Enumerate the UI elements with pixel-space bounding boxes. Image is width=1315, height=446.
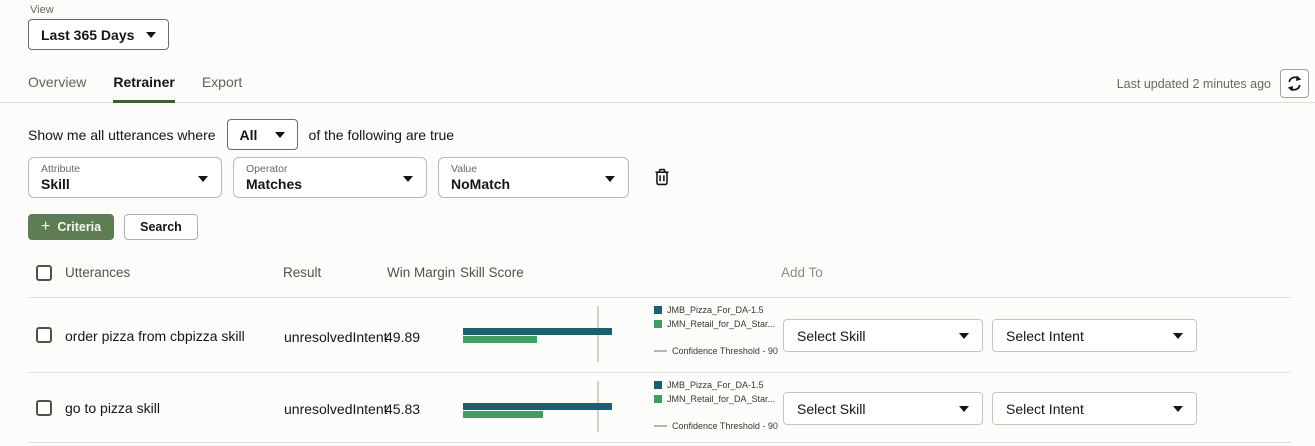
tab-overview[interactable]: Overview [28,74,87,90]
header-result: Result [283,265,322,280]
attribute-value: Skill [41,176,70,192]
skill-score-bar [463,328,612,335]
chevron-down-icon [959,332,969,339]
skill-score-chart: JMB_Pizza_For_DA-1.5 JMN_Retail_for_DA_S… [462,298,782,372]
chevron-down-icon [1173,332,1183,339]
last-updated-text: Last updated 2 minutes ago [1116,77,1271,91]
chart-legend: JMB_Pizza_For_DA-1.5 JMN_Retail_for_DA_S… [654,303,778,358]
utterance-text: go to pizza skill [65,400,160,416]
chevron-down-icon [146,31,156,38]
value-label: Value [451,163,478,175]
select-skill-value: Select Skill [797,327,866,344]
operator-label: Operator [246,163,288,175]
chevron-down-icon [274,131,285,138]
operator-dropdown[interactable]: Operator Matches [233,157,427,198]
search-button[interactable]: Search [124,214,198,240]
filter-prefix-text: Show me all utterances where [28,126,216,143]
select-skill-dropdown[interactable]: Select Skill [783,392,983,425]
match-type-dropdown[interactable]: All [226,119,298,150]
value-dropdown[interactable]: Value NoMatch [438,157,629,198]
skill-score-bar [463,411,543,418]
legend-label: JMN_Retail_for_DA_Star... [667,394,776,404]
tab-retrainer[interactable]: Retrainer [113,74,175,103]
skill-score-bar [463,336,537,343]
legend-swatch-green [654,395,662,403]
value-value: NoMatch [451,176,511,192]
legend-label: Confidence Threshold - 90 [672,346,778,356]
refresh-button[interactable] [1280,69,1309,98]
tab-bar: Overview Retrainer Export Last updated 2… [0,69,1315,103]
result-text: unresolvedIntent [284,329,388,345]
threshold-dash-icon [654,350,667,352]
view-dropdown-value: Last 365 Days [41,26,135,43]
legend-item-threshold: Confidence Threshold - 90 [654,344,778,358]
legend-label: JMB_Pizza_For_DA-1.5 [667,305,764,315]
select-intent-dropdown[interactable]: Select Intent [992,392,1197,425]
legend-item: JMB_Pizza_For_DA-1.5 [654,378,778,392]
legend-label: Confidence Threshold - 90 [672,421,778,431]
trash-icon [652,167,672,187]
select-intent-value: Select Intent [1006,400,1084,417]
legend-item: JMB_Pizza_For_DA-1.5 [654,303,778,317]
attribute-dropdown[interactable]: Attribute Skill [28,157,222,198]
skill-score-bar [463,403,612,410]
header-utterances: Utterances [65,265,131,280]
view-dropdown[interactable]: Last 365 Days [28,19,169,50]
operator-value: Matches [246,176,303,192]
match-type-value: All [239,126,258,143]
plus-icon: + [41,218,51,235]
view-filter-group: View Last 365 Days [28,4,169,50]
refresh-icon [1286,75,1303,92]
legend-item: JMN_Retail_for_DA_Star... [654,392,778,406]
criteria-row: Attribute Skill Operator Matches Value N… [28,157,672,198]
header-add-to: Add To [781,265,823,280]
header-win-margin: Win Margin [387,265,456,280]
win-margin-value: 45.83 [385,401,421,417]
table-row: go to pizza skill unresolvedIntent 45.83… [28,373,1291,443]
skill-score-chart: JMB_Pizza_For_DA-1.5 JMN_Retail_for_DA_S… [462,373,782,442]
utterances-table: Utterances Result Win Margin Skill Score… [28,252,1291,443]
legend-swatch-green [654,320,662,328]
legend-item-threshold: Confidence Threshold - 90 [654,419,778,433]
filter-sentence: Show me all utterances where All of the … [28,119,454,150]
chevron-down-icon [198,176,208,182]
chevron-down-icon [1173,405,1183,412]
attribute-label: Attribute [41,163,81,175]
threshold-dash-icon [654,425,667,427]
win-margin-value: 49.89 [385,329,421,345]
filter-suffix-text: of the following are true [308,126,455,143]
tabs: Overview Retrainer Export [28,74,242,103]
row-checkbox[interactable] [36,400,52,416]
legend-swatch-teal [654,381,662,389]
delete-criteria-button[interactable] [652,167,672,187]
select-skill-dropdown[interactable]: Select Skill [783,319,983,352]
action-row: + Criteria Search [28,214,198,240]
legend-item: JMN_Retail_for_DA_Star... [654,317,778,331]
select-skill-value: Select Skill [797,400,866,417]
table-row: order pizza from cbpizza skill unresolve… [28,298,1291,373]
view-label: View [30,4,54,16]
select-all-checkbox[interactable] [36,265,52,281]
chevron-down-icon [605,176,615,182]
row-checkbox[interactable] [36,327,52,343]
select-intent-value: Select Intent [1006,327,1084,344]
table-header: Utterances Result Win Margin Skill Score… [28,252,1291,298]
chevron-down-icon [959,405,969,412]
tab-export[interactable]: Export [201,74,243,90]
add-criteria-button[interactable]: + Criteria [28,214,115,240]
legend-label: JMB_Pizza_For_DA-1.5 [667,380,764,390]
chart-legend: JMB_Pizza_For_DA-1.5 JMN_Retail_for_DA_S… [654,378,778,433]
select-intent-dropdown[interactable]: Select Intent [992,319,1197,352]
result-text: unresolvedIntent [284,401,388,417]
chevron-down-icon [403,176,413,182]
header-skill-score: Skill Score [460,265,524,280]
legend-label: JMN_Retail_for_DA_Star... [667,319,776,329]
utterance-text: order pizza from cbpizza skill [65,328,245,344]
add-criteria-label: Criteria [57,220,102,234]
legend-swatch-teal [654,306,662,314]
